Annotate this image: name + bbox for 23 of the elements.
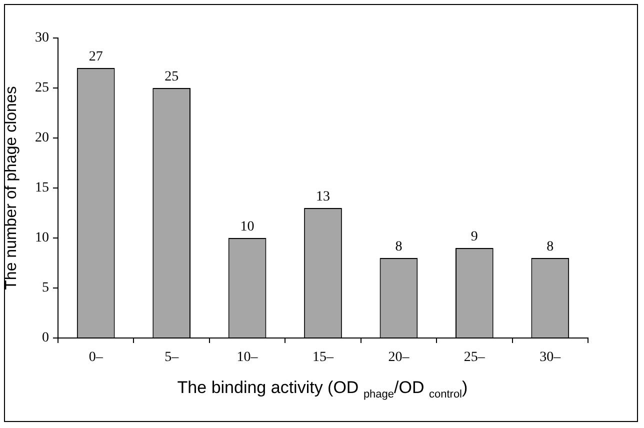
x-tick-label: 5– [164,350,180,366]
data-label: 27 [88,50,103,65]
x-tick-label: 10– [236,350,259,366]
x-tick-label: 25– [464,350,486,366]
data-label: 25 [164,70,179,85]
x-axis-title: The binding activity (OD $_{phage}$/OD $_{control}$) [176,378,469,400]
data-label: 13 [316,190,330,205]
x-tick-label: 20– [388,350,410,366]
x-tick-label: 30– [540,350,562,366]
data-label: 8 [546,240,554,255]
y-tick-label: 10 [35,230,49,246]
y-tick-label: 20 [35,130,49,146]
data-label: 9 [470,230,478,245]
y-tick-label: 0 [42,330,49,346]
data-label: 10 [240,220,254,235]
y-tick-label: 15 [35,180,49,196]
y-tick-label: 25 [35,80,49,96]
x-tick-label: 15– [312,350,334,366]
data-label: 8 [395,240,402,255]
y-axis-title: The number of phage clones [3,86,20,290]
x-tick-label: 0– [88,350,104,366]
y-tick-label: 30 [35,30,49,46]
y-tick-label: 5 [42,280,49,296]
